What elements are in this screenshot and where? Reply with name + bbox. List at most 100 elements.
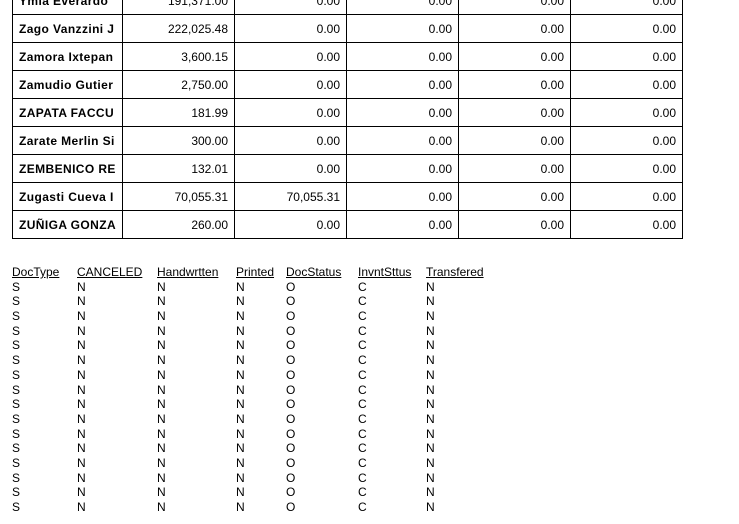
list-cell: N [426, 353, 435, 368]
list-cell: N [426, 323, 435, 338]
amount-cell: 0.00 [458, 126, 572, 155]
list-cell: S [12, 353, 21, 368]
list-cell: N [157, 397, 166, 412]
table-row: Zago Vanzzini J 222,025.48 0.00 0.00 0.00 0.0… [11, 14, 684, 43]
list-cell: N [157, 411, 166, 426]
list-cell: O [286, 309, 296, 324]
amount-cell: 0.00 [346, 126, 460, 155]
list-cell: C [358, 455, 367, 470]
list-cell: C [358, 441, 367, 456]
list-cell: C [358, 353, 367, 368]
list-cell: S [12, 323, 21, 338]
amount-cell: 0.00 [458, 14, 572, 43]
table-row: Ymla Everardo 191,371.00 0.00 0.00 0.00 0.00 [11, 0, 684, 15]
list-cell: O [286, 485, 296, 500]
amount-cell: 260.00 [122, 210, 236, 239]
amount-cell: 222,025.48 [122, 14, 236, 43]
table-row: Zugasti Cueva I 70,055.31 70,055.31 0.00 0.0… [11, 182, 684, 211]
list-cell: N [77, 338, 86, 353]
customer-name-cell: Zamora Ixtepan [11, 42, 124, 71]
list-cell: N [157, 323, 166, 338]
amount-cell: 0.00 [234, 42, 348, 71]
list-cell: N [236, 353, 245, 368]
amount-cell: 0.00 [346, 14, 460, 43]
list-cell: O [286, 353, 296, 368]
list-cell: N [157, 294, 166, 309]
list-cell: S [12, 367, 21, 382]
list-cell: C [358, 294, 367, 309]
list-cell: N [236, 294, 245, 309]
amount-cell: 0.00 [458, 182, 572, 211]
amount-cell: 0.00 [234, 0, 348, 15]
list-cell: N [157, 455, 166, 470]
list-cell: C [358, 309, 367, 324]
customer-name-cell: ZUÑIGA GONZA [11, 210, 124, 239]
list-cell: N [77, 411, 86, 426]
customer-name-cell: ZEMBENICO RE [11, 154, 124, 183]
list-cell: N [157, 309, 166, 324]
amount-cell: 0.00 [458, 98, 572, 127]
column-header: CANCELED [77, 265, 143, 279]
list-cell: N [77, 455, 86, 470]
table-row: ZAPATA FACCU 181.99 0.00 0.00 0.00 0.00 [11, 98, 684, 127]
column-header: InvntSttus [358, 265, 412, 279]
amount-cell: 0.00 [570, 0, 684, 15]
amount-cell: 0.00 [234, 210, 348, 239]
amount-cell: 0.00 [570, 14, 684, 43]
list-cell: N [426, 382, 435, 397]
list-cell: N [236, 397, 245, 412]
list-cell: C [358, 500, 367, 514]
list-cell: N [77, 500, 86, 514]
customer-name-cell: Zarate Merlin Si [11, 126, 124, 155]
list-cell: N [77, 426, 86, 441]
list-cell: N [157, 382, 166, 397]
list-cell: N [77, 294, 86, 309]
list-cell: N [426, 338, 435, 353]
amount-cell: 0.00 [346, 0, 460, 15]
list-cell: N [157, 353, 166, 368]
customer-name-cell: ZAPATA FACCU [11, 98, 124, 127]
list-cell: C [358, 485, 367, 500]
list-cell: C [358, 279, 367, 294]
list-cell: O [286, 455, 296, 470]
list-cell: N [426, 500, 435, 514]
amount-cell: 3,600.15 [122, 42, 236, 71]
list-cell: C [358, 323, 367, 338]
amount-cell: 0.00 [234, 70, 348, 99]
amount-cell: 0.00 [570, 210, 684, 239]
list-cell: N [236, 309, 245, 324]
list-cell: N [77, 485, 86, 500]
column-header: DocType [12, 265, 60, 279]
list-cell: N [77, 382, 86, 397]
list-cell: N [236, 470, 245, 485]
table-row: Zamudio Gutier 2,750.00 0.00 0.00 0.00 0.00 [11, 70, 684, 99]
list-cell: S [12, 397, 21, 412]
amount-cell: 0.00 [346, 98, 460, 127]
table-row: Zarate Merlin Si 300.00 0.00 0.00 0.00 0.00 [11, 126, 684, 155]
amount-cell: 0.00 [346, 42, 460, 71]
list-cell: S [12, 485, 21, 500]
list-cell: N [426, 441, 435, 456]
amount-cell: 0.00 [234, 154, 348, 183]
list-cell: N [157, 367, 166, 382]
list-cell: S [12, 426, 21, 441]
amount-cell: 0.00 [234, 126, 348, 155]
list-cell: O [286, 338, 296, 353]
amount-cell: 0.00 [346, 210, 460, 239]
list-cell: N [426, 367, 435, 382]
list-cell: N [426, 309, 435, 324]
list-cell: N [426, 485, 435, 500]
table-row: ZUÑIGA GONZA 260.00 0.00 0.00 0.00 0.00 [11, 210, 684, 239]
amount-cell: 0.00 [346, 70, 460, 99]
list-cell: C [358, 470, 367, 485]
list-cell: N [236, 411, 245, 426]
amount-cell: 181.99 [122, 98, 236, 127]
list-cell: N [426, 426, 435, 441]
list-cell: C [358, 397, 367, 412]
list-cell: N [157, 441, 166, 456]
list-cell: N [426, 397, 435, 412]
list-cell: N [426, 455, 435, 470]
list-cell: N [236, 382, 245, 397]
list-cell: S [12, 470, 21, 485]
column-header: Transfered [426, 265, 484, 279]
